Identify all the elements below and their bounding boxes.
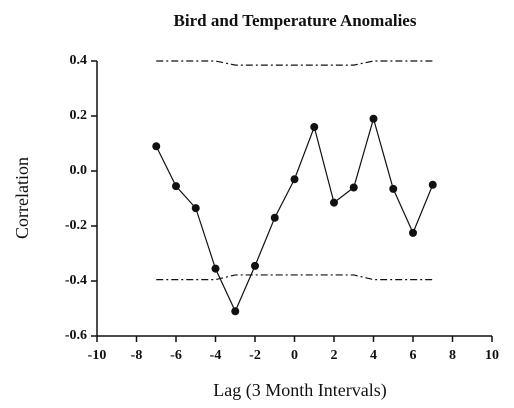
x-tick-label: 2 bbox=[331, 348, 338, 363]
x-tick-label: -8 bbox=[131, 348, 143, 363]
data-point bbox=[310, 123, 319, 131]
data-point bbox=[152, 142, 161, 151]
data-point bbox=[191, 204, 200, 213]
data-point bbox=[330, 198, 338, 207]
x-tick-label: 0 bbox=[291, 348, 298, 363]
x-tick-label: -4 bbox=[210, 348, 222, 363]
confidence-line bbox=[156, 60, 433, 66]
x-tick-label: 6 bbox=[410, 348, 417, 363]
x-tick-label: -2 bbox=[249, 348, 261, 363]
x-tick-label: 8 bbox=[449, 348, 456, 363]
y-tick-label: 0.2 bbox=[70, 108, 88, 123]
y-tick-label: -0.2 bbox=[65, 218, 87, 233]
x-tick-label: 4 bbox=[370, 348, 377, 363]
y-tick-label: -0.6 bbox=[65, 328, 87, 343]
data-point bbox=[349, 183, 358, 192]
data-point bbox=[369, 114, 378, 123]
data-line bbox=[155, 116, 434, 313]
data-point bbox=[211, 264, 220, 273]
data-point bbox=[270, 213, 279, 222]
y-axis-label: Correlation bbox=[12, 157, 32, 239]
data-point bbox=[251, 261, 259, 270]
y-tick-label: 0.4 bbox=[70, 53, 88, 68]
data-point bbox=[389, 184, 398, 193]
x-tick-label: 10 bbox=[485, 348, 499, 363]
data-point bbox=[290, 175, 299, 184]
y-tick-label: 0.0 bbox=[70, 163, 88, 178]
data-point bbox=[428, 180, 437, 189]
chart-title: Bird and Temperature Anomalies bbox=[174, 11, 417, 30]
data-point bbox=[409, 228, 417, 237]
x-tick-label: -6 bbox=[170, 348, 182, 363]
x-tick-label: -10 bbox=[88, 348, 107, 363]
data-point bbox=[231, 307, 240, 316]
y-tick-label: -0.4 bbox=[65, 273, 87, 288]
confidence-line bbox=[156, 274, 433, 281]
data-point bbox=[172, 182, 180, 191]
x-axis-label: Lag (3 Month Intervals) bbox=[213, 380, 386, 401]
